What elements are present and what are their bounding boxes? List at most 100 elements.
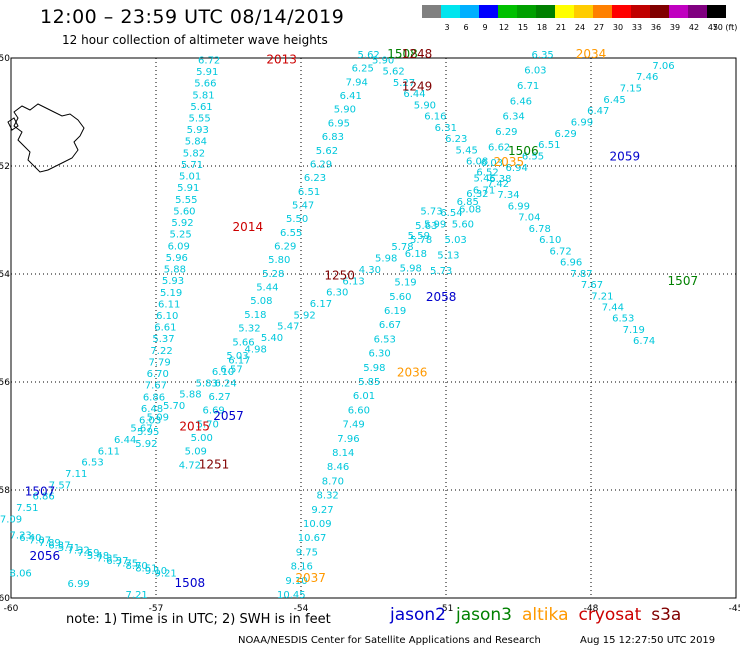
wave-height-value: 5.92 <box>171 218 193 229</box>
pass-label-jason3: 1508 <box>387 47 418 61</box>
wave-height-value: 5.95 <box>137 427 159 438</box>
wave-height-value: 6.78 <box>529 224 551 235</box>
colorbar-swatch <box>707 5 726 18</box>
wave-height-value: 10.67 <box>298 533 327 544</box>
wave-height-value: 5.60 <box>173 206 195 217</box>
wave-height-value: 5.98 <box>363 363 385 374</box>
wave-height-value: 6.57 <box>220 365 242 376</box>
wave-height-value: 6.99 <box>508 201 530 212</box>
colorbar-swatch <box>555 5 574 18</box>
legend-entry-jason3: jason3 <box>456 605 512 625</box>
wave-height-value: 7.19 <box>623 325 645 336</box>
wave-height-value: 6.47 <box>587 106 609 117</box>
colorbar-swatch <box>460 5 479 18</box>
wave-height-value: 6.29 <box>310 159 332 170</box>
wave-height-value: 7.06 <box>652 61 674 72</box>
wave-height-value: 6.11 <box>98 446 120 457</box>
legend-entry-cryosat: cryosat <box>578 605 642 625</box>
wave-height-value: 5.09 <box>185 447 207 458</box>
coastline-islet <box>7 117 19 131</box>
wave-height-value: 5.82 <box>183 148 205 159</box>
chart-title: 12:00 – 23:59 UTC 08/14/2019 <box>40 6 345 28</box>
wave-height-value: 6.95 <box>328 118 350 129</box>
y-tick-label: -54 <box>0 270 10 280</box>
wave-height-value: 7.59 <box>77 548 99 559</box>
wave-height-value: 9.21 <box>155 568 177 579</box>
wave-height-value: 6.53 <box>374 334 396 345</box>
wave-height-value: 6.37 <box>106 556 128 567</box>
wave-height-value: 7.49 <box>342 420 364 431</box>
x-tick-label: -48 <box>584 604 599 614</box>
legend-entry-jason2: jason2 <box>390 605 446 625</box>
wave-height-value: 5.50 <box>286 214 308 225</box>
wave-height-value: 6.71 <box>473 186 495 197</box>
colorbar-swatch <box>593 5 612 18</box>
colorbar-swatch <box>517 5 536 18</box>
wave-height-value: 6.30 <box>326 288 348 299</box>
wave-height-value: 5.92 <box>293 310 315 321</box>
wave-height-value: 7.87 <box>570 269 592 280</box>
legend-entry-altika: altika <box>522 605 569 625</box>
wave-height-value: 6.03 <box>524 65 546 76</box>
wave-height-value: 6.10 <box>539 235 561 246</box>
x-tick-label: -60 <box>4 604 19 614</box>
wave-height-value: 4.72 <box>179 460 201 471</box>
legend-entry-s3a: s3a <box>651 605 682 625</box>
wave-height-value: 5.83 <box>196 378 218 389</box>
wave-height-value: 5.66 <box>194 79 216 90</box>
pass-label-jason2: 2059 <box>610 150 641 164</box>
wave-height-value: 6.23 <box>445 134 467 145</box>
wave-height-value: 5.73 <box>430 266 452 277</box>
wave-height-value: 6.70 <box>147 369 169 380</box>
wave-height-value: 5.01 <box>179 172 201 183</box>
wave-height-value: 5.84 <box>185 137 207 148</box>
wave-height-value: 6.86 <box>32 492 54 503</box>
wave-height-value: 5.66 <box>232 337 254 348</box>
wave-height-value: 6.24 <box>214 378 236 389</box>
pass-label-jason3: 1506 <box>508 144 539 158</box>
wave-height-value: 6.67 <box>379 320 401 331</box>
colorbar-label: 9 <box>482 23 488 32</box>
wave-height-value: 5.19 <box>394 278 416 289</box>
wave-height-value: 5.08 <box>250 296 272 307</box>
x-tick-label: -54 <box>294 604 309 614</box>
wave-height-value: 6.08 <box>459 204 481 215</box>
wave-height-value: 5.37 <box>152 334 174 345</box>
colorbar-unit-label: 70 (ft) <box>712 23 738 32</box>
wave-height-value: 8.70 <box>322 476 344 487</box>
pass-label-jason2: 2056 <box>30 549 61 563</box>
wave-height-value: 8.70 <box>126 561 148 572</box>
wave-height-value: 5.88 <box>164 265 186 276</box>
wave-height-value: 6.71 <box>517 81 539 92</box>
wave-height-value: 5.44 <box>256 283 278 294</box>
wave-height-value: 5.67 <box>130 424 152 435</box>
wave-height-value: 5.00 <box>191 433 213 444</box>
pass-label-s3a: 1250 <box>324 268 355 282</box>
wave-height-value: 5.70 <box>197 419 219 430</box>
colorbar-swatch <box>536 5 555 18</box>
wave-height-value: 7.11 <box>65 469 87 480</box>
wave-height-value: 7.51 <box>16 503 38 514</box>
wave-height-value: 5.25 <box>169 230 191 241</box>
x-tick-label: -57 <box>149 604 164 614</box>
wave-height-value: 8.16 <box>291 562 313 573</box>
wave-height-value: 5.99 <box>424 220 446 231</box>
colorbar-swatch <box>422 5 441 18</box>
pass-label-s3a: 1248 <box>402 47 433 61</box>
wave-height-value: 5.59 <box>408 231 430 242</box>
wave-height-value: 6.52 <box>476 168 498 179</box>
colorbar-label: 36 <box>650 23 662 32</box>
wave-height-value: 5.55 <box>189 113 211 124</box>
wave-height-value: 6.72 <box>550 246 572 257</box>
wave-height-value: 6.17 <box>310 299 332 310</box>
colorbar-label: 3 <box>444 23 450 32</box>
pass-label-cryosat: 2014 <box>233 220 264 234</box>
wave-height-value: 5.98 <box>375 254 397 265</box>
x-tick-label: -51 <box>439 604 454 614</box>
wave-height-value: 5.70 <box>163 401 185 412</box>
wave-height-value: 5.90 <box>372 55 394 66</box>
wave-height-value: 4.30 <box>359 265 381 276</box>
wave-height-value: 5.81 <box>192 90 214 101</box>
colorbar-label: 15 <box>517 23 529 32</box>
